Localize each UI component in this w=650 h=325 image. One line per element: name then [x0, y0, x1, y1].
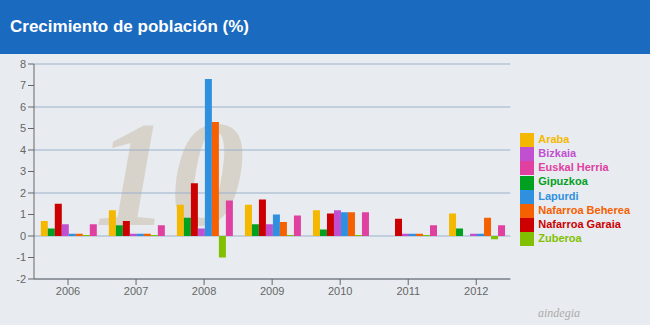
svg-text:3: 3 [20, 165, 26, 177]
svg-text:6: 6 [20, 101, 26, 113]
html-text:10: 10 [95, 91, 245, 257]
html-text:aindegia: aindegia [538, 306, 580, 320]
svg-text:2010: 2010 [328, 285, 352, 297]
html-text:Nafarroa Beherea: Nafarroa Beherea [538, 203, 630, 216]
svg-text:2: 2 [20, 187, 26, 199]
html-text:Crecimiento de población (%): Crecimiento de población (%) [10, 17, 249, 36]
html-text:Gipuzkoa: Gipuzkoa [538, 175, 588, 188]
svg-text:2009: 2009 [260, 285, 284, 297]
svg-text:0: 0 [20, 230, 26, 242]
svg-text:5: 5 [20, 122, 26, 134]
svg-text:2006: 2006 [56, 285, 80, 297]
html-text:Bizkaia: Bizkaia [538, 147, 577, 160]
svg-text:-2: -2 [16, 273, 26, 285]
svg-text:8: 8 [20, 58, 26, 70]
svg-text:7: 7 [20, 79, 26, 91]
html-text:Nafarroa Garaia: Nafarroa Garaia [538, 217, 621, 230]
svg-text:2007: 2007 [124, 285, 148, 297]
svg-text:1: 1 [20, 208, 26, 220]
html-text:Lapurdi: Lapurdi [538, 189, 579, 202]
svg-text:2012: 2012 [464, 285, 488, 297]
svg-text:2008: 2008 [192, 285, 216, 297]
html-text:Araba: Araba [538, 133, 570, 146]
svg-text:-1: -1 [16, 251, 26, 263]
html-text:Euskal Herria: Euskal Herria [538, 161, 609, 174]
html-text:Zuberoa: Zuberoa [538, 231, 582, 244]
svg-text:2011: 2011 [396, 285, 420, 297]
svg-text:4: 4 [20, 144, 26, 156]
